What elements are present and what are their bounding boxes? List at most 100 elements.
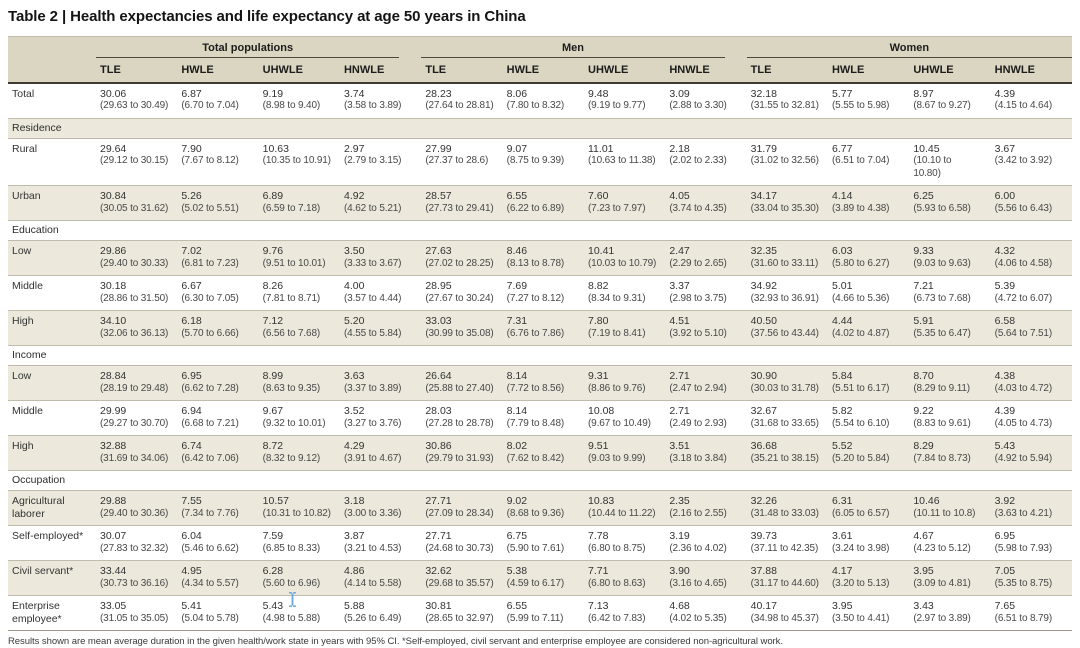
confidence-interval: (9.03 to 9.99) (588, 452, 646, 464)
confidence-interval: (5.98 to 7.93) (994, 542, 1053, 554)
confidence-interval: (8.34 to 9.31) (588, 292, 646, 304)
estimate-value: 26.64 (425, 370, 452, 382)
estimate-value: 10.08 (588, 405, 615, 417)
value-cell: 29.88 (29.40 to 30.36) (96, 490, 178, 526)
value-cell: 9.02 (8.68 to 9.36) (502, 490, 584, 526)
confidence-interval: (7.72 to 8.56) (506, 382, 565, 394)
confidence-interval: (7.81 to 8.71) (262, 292, 321, 304)
value-cell: 28.23 (27.64 to 28.81) (421, 82, 503, 119)
value-cell: 7.71 (6.80 to 8.63) (584, 560, 666, 596)
confidence-interval: (3.33 to 3.67) (343, 257, 402, 269)
table-row: Civil servant* 33.44 (30.73 to 36.16) 4.95(… (8, 560, 1072, 596)
value-cell: 5.88 (5.26 to 6.49) (339, 595, 422, 631)
estimate-value: 28.95 (425, 280, 452, 292)
estimate-value: 32.88 (100, 440, 127, 452)
value-cell: 4.05 (3.74 to 4.35) (665, 185, 747, 221)
value-cell: 4.00 (3.57 to 4.44) (339, 275, 422, 311)
confidence-interval: (10.44 to 11.22) (588, 507, 656, 519)
confidence-interval: (5.26 to 6.49) (343, 612, 402, 624)
value-cell: 9.22 (8.83 to 9.61) (909, 400, 991, 436)
estimate-value: 28.03 (425, 405, 452, 417)
confidence-interval: (4.59 to 6.17) (506, 577, 565, 589)
value-cell: 3.95 (3.50 to 4.41) (827, 595, 910, 631)
estimate-value: 4.44 (831, 315, 853, 327)
estimate-value: 8.26 (262, 280, 284, 292)
estimate-value: 8.29 (913, 440, 934, 452)
value-cell: 2.71 (2.49 to 2.93) (665, 400, 747, 436)
estimate-value: 7.12 (262, 315, 284, 327)
value-cell: 26.64 (25.88 to 27.40) (421, 365, 503, 401)
confidence-interval: (10.31 to 10.82) (262, 507, 331, 519)
estimate-value: 11.01 (588, 142, 614, 155)
estimate-value: 34.92 (750, 280, 777, 292)
confidence-interval: (28.19 to 29.48) (100, 382, 169, 394)
estimate-value: 7.65 (994, 600, 1016, 612)
section-row: Income (8, 345, 1072, 366)
value-cell: 6.77 (6.51 to 7.04) (827, 138, 910, 186)
estimate-value: 9.19 (262, 87, 284, 100)
confidence-interval: (6.76 to 7.86) (506, 327, 565, 339)
estimate-value: 30.90 (750, 370, 777, 382)
value-cell: 30.18 (28.86 to 31.50) (96, 275, 178, 311)
confidence-interval: (4.15 to 4.64) (994, 100, 1053, 111)
value-cell: 3.61 (3.24 to 3.98) (827, 525, 910, 561)
confidence-interval: (27.09 to 28.34) (425, 507, 494, 519)
value-cell: 3.90 (3.16 to 4.65) (665, 560, 747, 596)
confidence-interval: (29.63 to 30.49) (100, 100, 169, 111)
value-cell: 32.26 (31.48 to 33.03) (746, 490, 828, 526)
value-cell: 3.51 (3.18 to 3.84) (665, 435, 747, 471)
value-cell: 6.67 (6.30 to 7.05) (177, 275, 259, 311)
value-cell: 6.95 (6.62 to 7.28) (177, 365, 259, 401)
confidence-interval: (5.35 to 8.75) (994, 577, 1053, 589)
estimate-value: 34.10 (100, 315, 127, 327)
estimate-value: 6.18 (181, 315, 202, 327)
confidence-interval: (2.88 to 3.30) (669, 100, 727, 111)
column-header: TLE (421, 59, 503, 84)
value-cell: 3.18 (3.00 to 3.36) (339, 490, 422, 526)
estimate-value: 7.80 (588, 315, 609, 327)
confidence-interval: (6.81 to 7.23) (181, 257, 239, 269)
table-row: Urban 30.84 (30.05 to 31.62) 5.26 (5.02 to 5… (8, 185, 1072, 221)
estimate-value: 33.03 (425, 315, 452, 327)
estimate-value: 4.38 (994, 370, 1016, 382)
estimate-value: 7.71 (588, 565, 609, 577)
value-cell: 8.99 (8.63 to 9.35) (258, 365, 340, 401)
estimate-value: 36.68 (750, 440, 777, 452)
value-cell: 8.46 (8.13 to 8.78) (502, 240, 584, 276)
estimate-value: 6.25 (913, 190, 934, 202)
estimate-value: 8.70 (913, 370, 934, 382)
confidence-interval: (6.68 to 7.21) (181, 417, 239, 429)
value-cell: 32.35 (31.60 to 33.11) (746, 240, 828, 276)
estimate-value: 30.18 (100, 280, 127, 292)
estimate-value: 6.95 (181, 370, 202, 382)
value-cell: 6.87 (6.70 to 7.04) (177, 82, 259, 119)
confidence-interval: (30.73 to 36.16) (100, 577, 169, 589)
value-cell: 8.97 (8.67 to 9.27) (909, 82, 991, 119)
table-title: Table 2 | Health expectancies and life e… (8, 8, 526, 25)
estimate-value: 7.31 (506, 315, 528, 327)
confidence-interval: (6.42 to 7.83) (588, 612, 646, 624)
value-cell: 34.17 (33.04 to 35.30) (746, 185, 828, 221)
estimate-value: 3.61 (831, 530, 853, 542)
estimate-value: 6.77 (831, 142, 853, 155)
confidence-interval: (30.99 to 35.08) (425, 327, 494, 339)
estimate-value: 29.86 (100, 245, 127, 257)
confidence-interval: (9.32 to 10.01) (262, 417, 326, 429)
estimate-value: 8.14 (506, 405, 528, 417)
confidence-interval: (2.97 to 3.89) (913, 612, 971, 624)
estimate-value: 3.37 (669, 280, 690, 292)
confidence-interval: (5.90 to 7.61) (506, 542, 565, 554)
estimate-value: 5.43 (262, 600, 284, 612)
estimate-value: 10.63 (262, 142, 289, 155)
value-cell: 30.84 (30.05 to 31.62) (96, 185, 178, 221)
section-row: Residence (8, 118, 1072, 139)
confidence-interval: (8.63 to 9.35) (262, 382, 321, 394)
estimate-value: 6.00 (994, 190, 1016, 202)
confidence-interval: (9.51 to 10.01) (262, 257, 326, 269)
group-header: Total populations (96, 36, 422, 60)
value-cell: 3.95 (3.09 to 4.81) (909, 560, 991, 596)
value-cell: 3.19 (2.36 to 4.02) (665, 525, 747, 561)
estimate-value: 3.52 (343, 405, 365, 417)
value-cell: 4.92 (4.62 to 5.21) (339, 185, 422, 221)
confidence-interval: (4.72 to 6.07) (994, 292, 1053, 304)
